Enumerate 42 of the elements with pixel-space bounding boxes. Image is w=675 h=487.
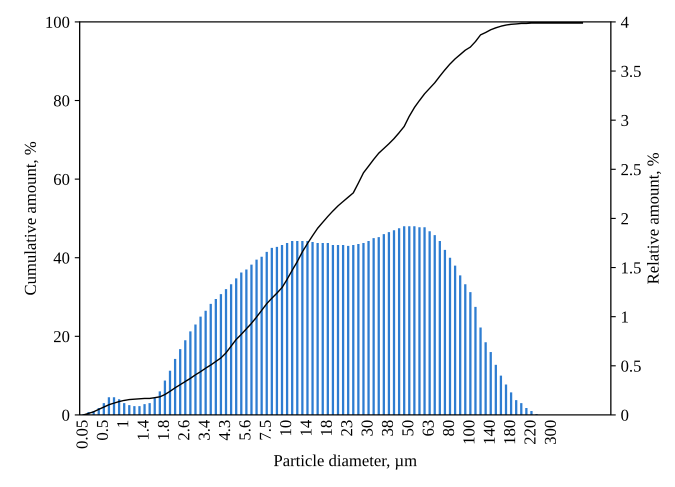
y-axis-title: Cumulative amount, % <box>24 142 38 295</box>
y2-tick-label: 0 <box>621 410 628 421</box>
y-tick-label: 60 <box>54 174 70 186</box>
y-tick-label: 0 <box>62 410 70 421</box>
x-tick-label: 1.4 <box>138 420 149 440</box>
y2-tick-label: 0.5 <box>621 360 641 372</box>
x-tick-label: 1.8 <box>158 420 170 440</box>
x-tick-label: 80 <box>442 420 454 436</box>
y2-tick-label: 4 <box>620 16 629 28</box>
x-tick-label: 4.3 <box>218 420 230 440</box>
x-tick-label: 2.6 <box>178 420 190 440</box>
y-tick-label: 100 <box>46 16 70 28</box>
y2-axis-title: Relative amount, % <box>646 153 662 284</box>
x-tick-label: 180 <box>504 420 516 444</box>
x-tick-label: 63 <box>422 420 434 436</box>
x-tick-label: 7.5 <box>260 420 271 440</box>
x-tick-label: 30 <box>361 420 373 436</box>
y2-tick-label: 2 <box>621 213 628 224</box>
x-tick-label: 3.4 <box>198 420 210 440</box>
x-tick-label: 18 <box>320 420 332 435</box>
x-tick-label: 0.5 <box>96 420 108 440</box>
y-tick-label: 40 <box>54 252 70 264</box>
x-tick-label: 140 <box>484 420 495 444</box>
y2-tick-label: 3 <box>621 114 628 126</box>
x-tick-label: 38 <box>382 420 394 436</box>
x-tick-label: 10 <box>280 420 292 435</box>
x-tick-label: 14 <box>300 420 312 435</box>
y-tick-label: 20 <box>54 331 70 342</box>
x-tick-label: 23 <box>341 420 352 436</box>
y2-tick-label: 1 <box>622 311 628 322</box>
y2-tick-label: 2.5 <box>621 164 641 176</box>
y-tick-label: 80 <box>54 95 70 106</box>
x-tick-label: 220 <box>524 420 536 444</box>
x-tick-label: 5.6 <box>239 420 251 440</box>
x-tick-label: 1 <box>117 420 128 427</box>
x-tick-label: 0.05 <box>76 420 88 448</box>
x-tick-label: 50 <box>402 420 414 436</box>
x-tick-label: 100 <box>463 420 475 444</box>
x-axis-title: Particle diameter, µm <box>274 454 417 470</box>
x-tick-label: 300 <box>544 420 556 444</box>
y2-tick-label: 1.5 <box>622 262 641 274</box>
y2-tick-label: 3.5 <box>621 66 641 78</box>
